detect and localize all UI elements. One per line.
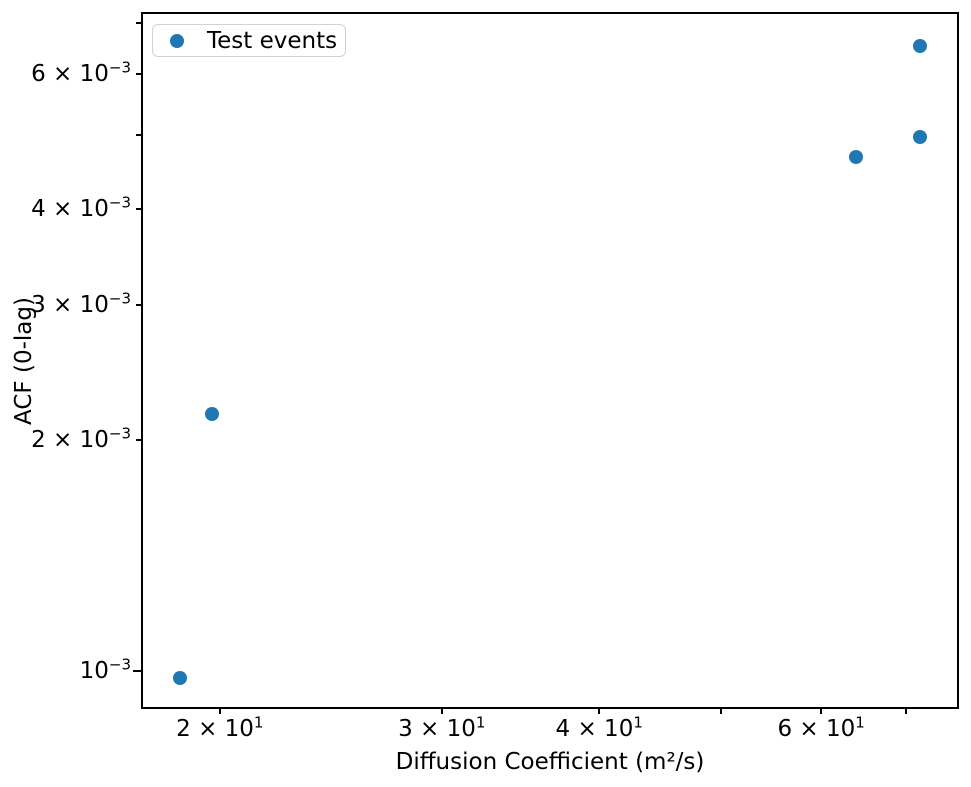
y-axis-label: ACF (0-lag) xyxy=(11,297,37,425)
x-tick-mark xyxy=(720,709,723,714)
data-point xyxy=(173,670,188,685)
plot-area xyxy=(141,12,959,709)
y-tick-label: 4 × 10−3 xyxy=(31,193,131,223)
x-tick-label: 3 × 101 xyxy=(398,713,486,742)
legend: Test events xyxy=(152,24,346,57)
data-point xyxy=(913,38,928,53)
x-tick-label: 2 × 101 xyxy=(176,713,264,742)
y-tick-mark xyxy=(136,21,141,24)
legend-label: Test events xyxy=(207,27,338,54)
x-axis-label: Diffusion Coefficient (m²/s) xyxy=(395,749,705,775)
y-tick-label: 10−3 xyxy=(79,655,131,684)
data-point xyxy=(204,407,219,422)
y-tick-mark xyxy=(136,438,141,441)
x-tick-mark xyxy=(820,709,823,714)
y-tick-mark xyxy=(136,133,141,136)
x-tick-mark xyxy=(598,709,601,714)
data-point xyxy=(849,149,864,164)
x-tick-mark xyxy=(440,709,443,714)
legend-marker-dot-icon xyxy=(170,33,184,48)
y-tick-label: 3 × 10−3 xyxy=(31,289,131,318)
y-tick-mark xyxy=(136,303,141,306)
y-tick-mark xyxy=(133,669,141,672)
y-tick-label: 6 × 10−3 xyxy=(31,58,131,88)
x-tick-mark xyxy=(218,709,221,714)
x-tick-label: 4 × 101 xyxy=(555,713,643,742)
x-tick-mark xyxy=(904,709,907,714)
data-point xyxy=(913,129,928,144)
x-tick-label: 6 × 101 xyxy=(777,713,865,742)
y-tick-mark xyxy=(136,208,141,211)
y-tick-label: 2 × 10−3 xyxy=(31,424,131,453)
y-tick-mark xyxy=(136,73,141,76)
